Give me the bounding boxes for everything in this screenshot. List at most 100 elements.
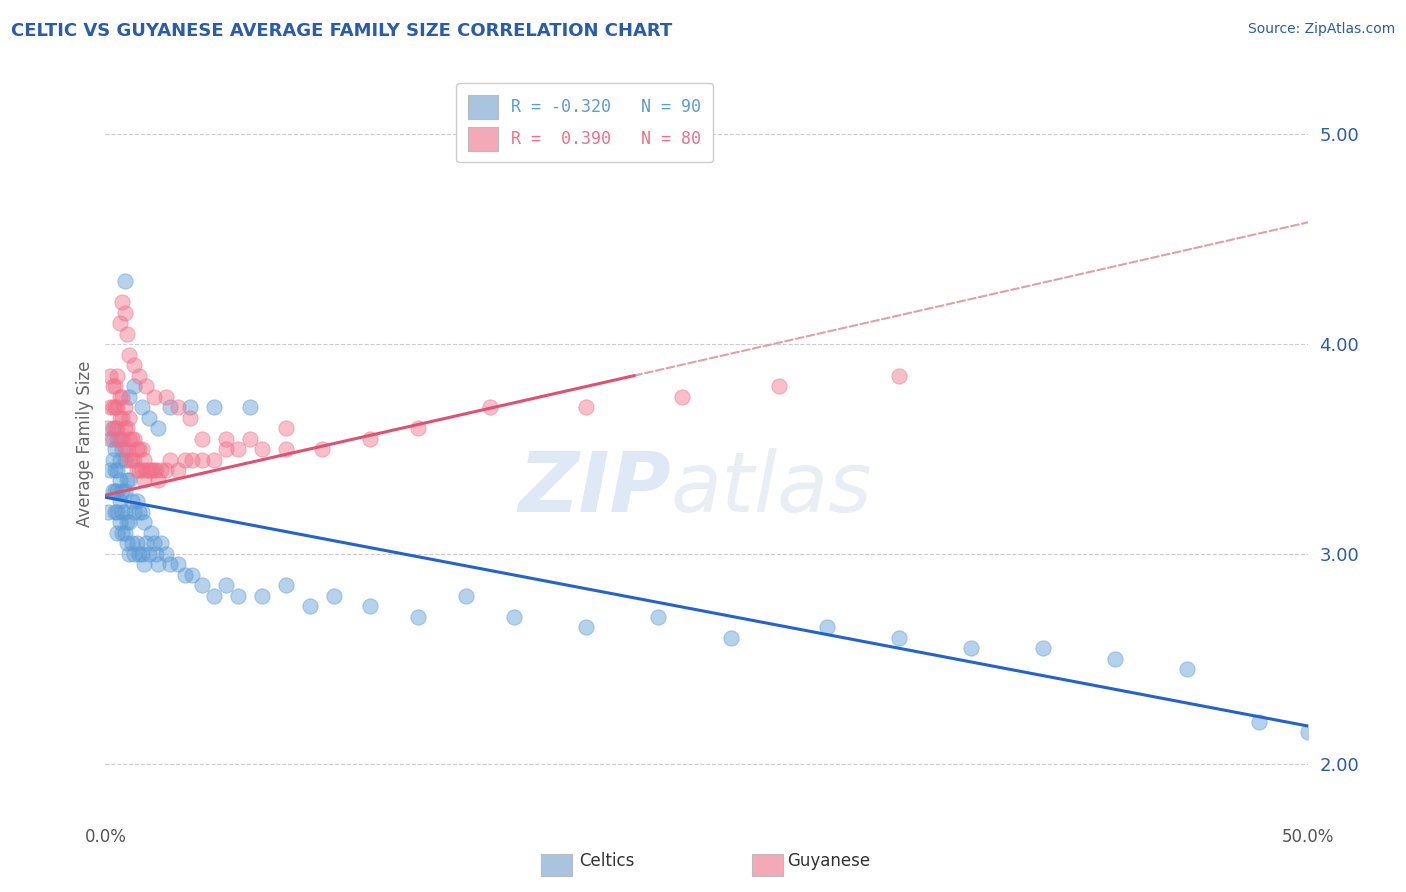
Point [108,410,131,425]
Point [145,463,167,477]
Point [114,452,136,467]
Point [138,410,160,425]
Point [1175,662,1198,676]
Point [575,620,598,634]
Point [114,274,136,288]
Point [114,400,136,414]
Point [98,368,121,383]
Point [239,432,262,446]
Point [114,305,136,319]
Point [118,390,141,404]
Point [647,610,669,624]
Point [1032,641,1054,656]
Point [148,421,170,435]
Point [101,432,124,446]
Point [118,348,141,362]
Point [159,558,181,572]
Point [190,432,212,446]
Point [149,536,172,550]
Point [135,463,157,477]
Point [121,536,143,550]
Point [107,525,129,540]
Point [173,568,195,582]
Point [104,421,127,435]
Point [720,631,742,645]
Point [111,410,134,425]
Point [166,463,188,477]
Point [104,463,127,477]
Point [107,400,129,414]
Point [114,483,136,498]
Point [274,421,297,435]
Point [107,421,129,435]
Point [159,452,181,467]
Point [108,316,131,330]
Point [124,379,146,393]
Point [887,631,910,645]
Point [104,379,127,393]
Point [115,536,138,550]
Point [274,442,297,456]
Point [114,505,136,519]
Point [322,589,344,603]
Point [108,494,131,508]
Point [118,474,141,488]
Point [239,400,262,414]
FancyBboxPatch shape [752,854,783,876]
Point [108,390,131,404]
Point [214,442,236,456]
Point [125,463,148,477]
Point [135,379,157,393]
Point [274,578,297,592]
Point [166,400,188,414]
Point [101,483,124,498]
Point [98,432,121,446]
Point [131,400,153,414]
Point [155,390,177,404]
Point [132,516,155,530]
Point [359,599,381,614]
Point [101,421,124,435]
Point [125,536,148,550]
Point [139,525,162,540]
Point [145,547,167,561]
Point [132,558,155,572]
Point [111,390,134,404]
Point [108,516,131,530]
Text: Celtics: Celtics [579,852,634,870]
Point [202,400,225,414]
Point [128,442,150,456]
Point [115,326,138,341]
Point [575,400,598,414]
Point [118,410,141,425]
Point [142,536,165,550]
Point [115,474,138,488]
Point [226,442,249,456]
Point [887,368,910,383]
Point [111,295,134,310]
Point [311,442,333,456]
Point [1249,714,1271,729]
Point [214,432,236,446]
Point [132,474,155,488]
Point [128,368,150,383]
Point [173,452,195,467]
Point [124,432,146,446]
Point [108,432,131,446]
Point [155,547,177,561]
Point [359,432,381,446]
Point [479,400,502,414]
Point [406,421,429,435]
Point [128,463,150,477]
Point [104,442,127,456]
Point [128,547,150,561]
Point [142,390,165,404]
Point [138,547,160,561]
Point [202,589,225,603]
Point [121,452,143,467]
Point [118,516,141,530]
Point [250,442,273,456]
Point [202,452,225,467]
Point [131,505,153,519]
Point [1104,652,1126,666]
